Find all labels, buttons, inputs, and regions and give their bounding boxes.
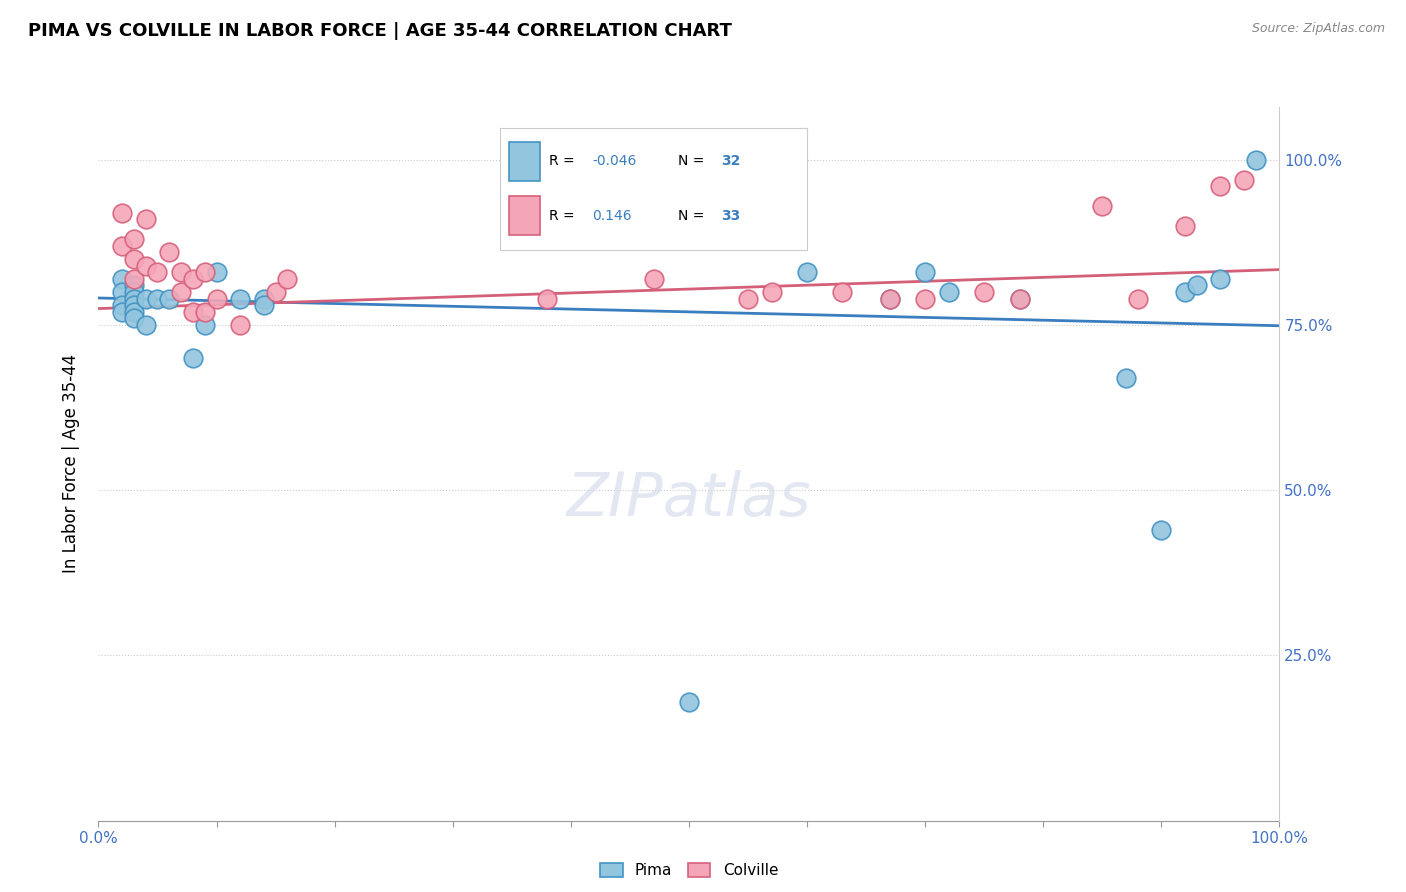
Point [253, 298, 276, 312]
Point [1091, 199, 1114, 213]
Point [135, 292, 157, 306]
Point [643, 272, 665, 286]
Point [194, 265, 217, 279]
Point [938, 285, 960, 299]
Point [122, 292, 145, 306]
Point [135, 259, 157, 273]
Point [146, 265, 169, 279]
Point [1244, 153, 1267, 167]
Point [1233, 172, 1256, 186]
Point [973, 285, 995, 299]
Point [796, 265, 818, 279]
Point [146, 292, 169, 306]
Point [264, 285, 287, 299]
Point [1115, 371, 1137, 385]
Point [1174, 219, 1197, 233]
Point [536, 292, 558, 306]
Point [229, 292, 252, 306]
Point [170, 265, 193, 279]
Point [914, 265, 936, 279]
Point [1174, 285, 1197, 299]
Point [111, 206, 134, 220]
Point [122, 305, 145, 319]
Point [205, 292, 228, 306]
Point [1126, 292, 1149, 306]
Point [229, 318, 252, 332]
Point [205, 265, 228, 279]
Point [111, 298, 134, 312]
Point [122, 298, 145, 312]
Point [122, 252, 145, 266]
Point [122, 278, 145, 293]
Point [253, 292, 276, 306]
Y-axis label: In Labor Force | Age 35-44: In Labor Force | Age 35-44 [62, 354, 80, 574]
Point [678, 695, 700, 709]
Point [135, 318, 157, 332]
Point [879, 292, 901, 306]
Point [276, 272, 298, 286]
Text: ZIPatlas: ZIPatlas [567, 470, 811, 529]
Point [157, 292, 180, 306]
Point [111, 285, 134, 299]
Point [122, 232, 145, 246]
Point [135, 212, 157, 227]
Point [1150, 523, 1173, 537]
Point [914, 292, 936, 306]
Point [194, 318, 217, 332]
Point [761, 285, 783, 299]
Point [111, 305, 134, 319]
Point [879, 292, 901, 306]
Point [157, 245, 180, 260]
Point [831, 285, 853, 299]
Point [1008, 292, 1031, 306]
Point [111, 239, 134, 253]
Point [1209, 272, 1232, 286]
Point [181, 305, 204, 319]
Point [1008, 292, 1031, 306]
Point [1209, 179, 1232, 194]
Point [181, 272, 204, 286]
Legend: Pima, Colville: Pima, Colville [593, 857, 785, 884]
Point [737, 292, 759, 306]
Point [1185, 278, 1208, 293]
Point [194, 305, 217, 319]
Point [170, 285, 193, 299]
Point [122, 272, 145, 286]
Point [181, 351, 204, 365]
Point [122, 285, 145, 299]
Point [122, 311, 145, 326]
Text: Source: ZipAtlas.com: Source: ZipAtlas.com [1251, 22, 1385, 36]
Point [111, 272, 134, 286]
Text: PIMA VS COLVILLE IN LABOR FORCE | AGE 35-44 CORRELATION CHART: PIMA VS COLVILLE IN LABOR FORCE | AGE 35… [28, 22, 733, 40]
